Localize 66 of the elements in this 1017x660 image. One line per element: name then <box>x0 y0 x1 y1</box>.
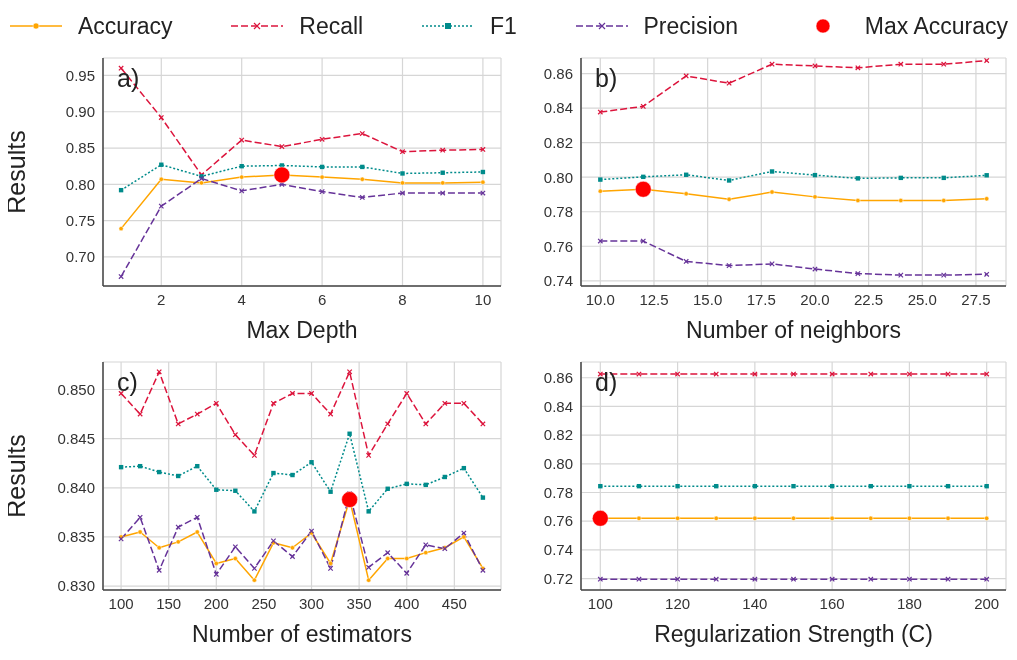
y-tick-label: 0.90 <box>65 103 95 121</box>
y-tick-label: 0.86 <box>543 64 573 82</box>
x-tick-label: 400 <box>394 594 420 612</box>
y-tick-label: 0.86 <box>543 369 573 387</box>
x-axis-title: Regularization Strength (C) <box>654 621 933 647</box>
x-tick-label: 10.0 <box>585 290 615 308</box>
x-tick-label: 2 <box>157 290 166 308</box>
y-tick-label: 0.76 <box>543 237 573 255</box>
y-tick-label: 0.76 <box>543 512 573 530</box>
y-tick-label: 0.78 <box>543 203 573 221</box>
y-tick-label: 0.830 <box>57 577 95 595</box>
x-tick-label: 22.5 <box>854 290 884 308</box>
annotation: b) <box>595 64 618 93</box>
y-tick-label: 0.74 <box>543 272 573 290</box>
y-tick-label: 0.82 <box>543 426 573 444</box>
x-tick-label: 150 <box>156 594 182 612</box>
x-tick-label: 300 <box>299 594 325 612</box>
y-tick-label: 0.850 <box>57 380 95 398</box>
x-tick-label: 350 <box>346 594 372 612</box>
x-tick-label: 27.5 <box>961 290 991 308</box>
x-tick-label: 4 <box>237 290 246 308</box>
x-tick-label: 20.0 <box>800 290 830 308</box>
x-axis-title: Max Depth <box>246 317 358 343</box>
y-tick-label: 0.85 <box>65 139 95 157</box>
x-tick-label: 6 <box>317 290 327 308</box>
y-tick-label: 0.80 <box>543 168 573 186</box>
y-tick-label: 0.95 <box>65 66 95 84</box>
y-tick-label: 0.835 <box>57 528 95 546</box>
x-tick-label: 180 <box>896 594 922 612</box>
x-tick-label: 15.0 <box>693 290 723 308</box>
y-tick-label: 0.82 <box>543 133 573 151</box>
y-tick-label: 0.845 <box>57 429 95 447</box>
annotation: d) <box>595 368 618 397</box>
y-tick-label: 0.80 <box>65 175 95 193</box>
x-tick-label: 450 <box>441 594 467 612</box>
y-tick-label: 0.72 <box>543 569 573 587</box>
x-tick-label: 200 <box>974 594 1000 612</box>
x-tick-label: 8 <box>398 290 407 308</box>
x-tick-label: 10 <box>474 290 492 308</box>
legend-label: Accuracy <box>78 12 173 40</box>
legend-label: Max Accuracy <box>864 12 1008 40</box>
y-tick-label: 0.78 <box>543 483 573 501</box>
x-tick-label: 17.5 <box>746 290 776 308</box>
x-tick-label: 140 <box>742 594 768 612</box>
y-tick-label: 0.80 <box>543 455 573 473</box>
annotation: a) <box>117 64 140 93</box>
y-tick-label: 0.74 <box>543 541 573 559</box>
annotation: c) <box>117 368 138 397</box>
y-tick-label: 0.75 <box>65 211 95 229</box>
x-tick-label: 160 <box>819 594 845 612</box>
x-axis-title: Number of estimators <box>192 621 412 647</box>
x-tick-label: 250 <box>251 594 277 612</box>
legend-label: Precision <box>643 12 739 40</box>
x-tick-label: 100 <box>108 594 134 612</box>
y-tick-label: 0.840 <box>57 479 95 497</box>
y-tick-label: 0.70 <box>65 248 95 266</box>
x-tick-label: 120 <box>665 594 691 612</box>
x-tick-label: 12.5 <box>639 290 669 308</box>
x-tick-label: 100 <box>587 594 613 612</box>
x-tick-label: 25.0 <box>907 290 937 308</box>
legend-label: Recall <box>299 12 364 40</box>
x-axis-title: Number of neighbors <box>686 317 901 343</box>
y-tick-label: 0.84 <box>543 397 573 415</box>
y-tick-label: 0.84 <box>543 99 573 117</box>
x-tick-label: 200 <box>203 594 229 612</box>
legend-label: F1 <box>489 12 517 40</box>
